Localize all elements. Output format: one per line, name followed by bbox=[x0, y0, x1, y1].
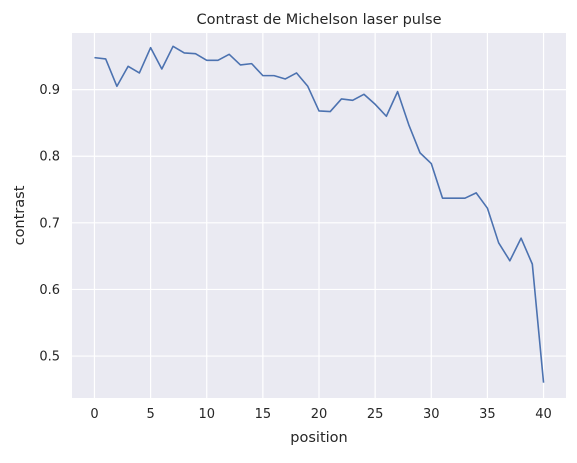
x-tick-label: 10 bbox=[198, 407, 215, 422]
y-tick-label: 0.9 bbox=[39, 83, 60, 98]
series-line bbox=[94, 45, 545, 383]
x-tick-label: 0 bbox=[90, 407, 98, 422]
x-axis-label: position bbox=[290, 430, 347, 446]
y-tick-label: 0.6 bbox=[39, 283, 60, 298]
x-tick-label: 40 bbox=[535, 407, 552, 422]
x-tick-label: 5 bbox=[146, 407, 154, 422]
y-gridlines bbox=[72, 89, 566, 357]
y-tick-label: 0.7 bbox=[39, 216, 60, 231]
y-tick-labels: 0.5 0.6 0.7 0.8 0.9 bbox=[39, 83, 60, 364]
x-tick-label: 35 bbox=[479, 407, 496, 422]
y-tick-label: 0.8 bbox=[39, 150, 60, 165]
x-tick-label: 25 bbox=[367, 407, 384, 422]
x-tick-label: 20 bbox=[311, 407, 328, 422]
y-axis-label: contrast bbox=[12, 185, 28, 245]
y-tick-label: 0.5 bbox=[39, 350, 60, 365]
chart-title: Contrast de Michelson laser pulse bbox=[196, 12, 441, 28]
x-tick-labels: 0 5 10 15 20 25 30 35 40 bbox=[90, 407, 552, 422]
x-tick-label: 15 bbox=[255, 407, 272, 422]
x-tick-label: 30 bbox=[423, 407, 440, 422]
x-gridlines bbox=[93, 33, 545, 398]
